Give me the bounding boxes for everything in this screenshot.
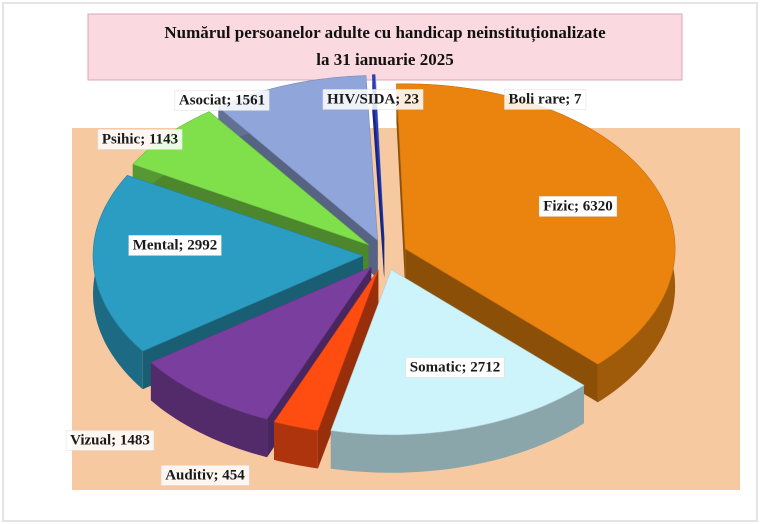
slice [150,266,373,458]
slices [92,74,676,473]
slice-side [396,83,406,287]
slice [273,269,379,469]
data-label: Vizual; 1483 [70,432,150,448]
data-label: Psihic; 1143 [102,131,178,147]
slice [330,269,585,473]
data-label: Asociat; 1561 [179,92,265,108]
data-label: Fizic; 6320 [543,198,613,214]
slice-edge [150,362,267,458]
data-label: Mental; 2992 [133,237,218,253]
slice [396,83,676,403]
label-box [160,465,250,486]
slice-side [405,248,598,403]
label-box [538,196,618,217]
chart-title: Numărul persoanelor adulte cu handicap n… [164,23,606,43]
label-box [504,89,587,110]
slice-side [372,74,385,278]
slice [396,83,676,365]
slice [273,269,379,431]
data-label: Boli rare; 7 [508,91,582,107]
slice-edge [274,421,318,469]
label-box [322,89,424,110]
slice [150,266,373,420]
label-box [174,90,270,111]
slice-edge [330,385,584,473]
label-box [97,129,183,150]
labels: Boli rare; 7 Fizic; 6320 Somatic; 2712 Audi… [65,89,618,486]
slice [372,74,385,240]
chart-subtitle: la 31 ianuarie 2025 [316,50,453,69]
data-label: HIV/SIDA; 23 [327,91,419,107]
label-box [405,357,505,378]
title-box [87,13,683,81]
data-label: Auditiv; 454 [165,467,245,483]
data-label: Somatic; 2712 [410,359,500,375]
slice [92,174,364,352]
label-box [65,430,155,451]
label-box [128,235,222,256]
slice [372,74,385,278]
slice [330,269,585,436]
